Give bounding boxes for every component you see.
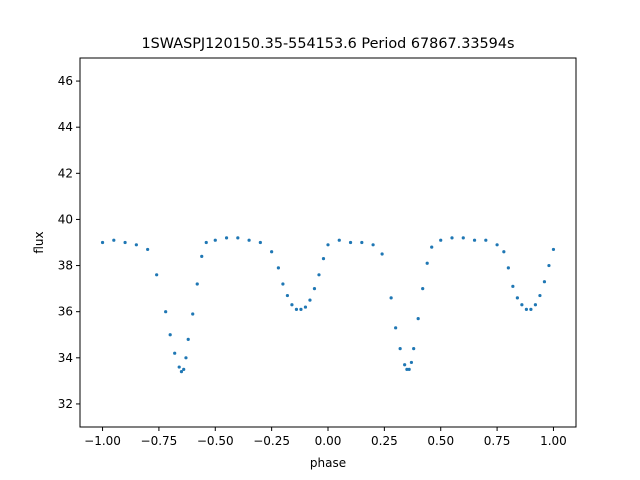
data-point xyxy=(173,351,177,355)
data-point xyxy=(371,243,375,247)
data-point xyxy=(317,273,321,277)
data-points xyxy=(100,236,556,374)
data-point xyxy=(326,243,330,247)
data-point xyxy=(177,365,181,369)
data-point xyxy=(430,245,434,249)
y-tick-label: 34 xyxy=(58,351,73,365)
data-point xyxy=(495,243,499,247)
data-point xyxy=(542,280,547,284)
data-point xyxy=(164,310,168,314)
x-tick-label: 1.00 xyxy=(540,434,567,448)
data-point xyxy=(337,238,341,242)
x-tick-label: −0.25 xyxy=(253,434,290,448)
data-point xyxy=(321,257,326,261)
data-point xyxy=(416,317,420,321)
data-point xyxy=(529,307,533,311)
data-point xyxy=(224,236,229,240)
x-axis: −1.00 −0.75 −0.50 −0.25 0.00 0.25 0.50 0.75 1.00 xyxy=(84,427,567,448)
y-tick-label: 40 xyxy=(58,212,73,226)
data-point xyxy=(285,293,290,298)
data-point xyxy=(389,296,393,300)
data-point xyxy=(394,326,398,330)
y-tick-label: 38 xyxy=(58,259,73,273)
data-point xyxy=(213,238,217,242)
data-point xyxy=(200,254,204,258)
data-point xyxy=(439,238,443,242)
data-point xyxy=(146,247,150,252)
data-point xyxy=(299,307,303,311)
data-point xyxy=(551,247,556,252)
data-point xyxy=(168,333,172,337)
data-point xyxy=(450,236,454,240)
x-axis-label: phase xyxy=(310,456,346,470)
data-point xyxy=(258,240,262,245)
plot-frame xyxy=(79,57,577,428)
data-point xyxy=(134,243,138,247)
y-tick-label: 32 xyxy=(58,397,73,411)
data-point xyxy=(204,240,208,245)
data-point xyxy=(303,305,308,309)
data-point xyxy=(398,346,402,351)
data-point xyxy=(502,250,506,254)
data-point xyxy=(421,287,425,291)
data-point xyxy=(405,367,409,371)
data-point xyxy=(547,263,551,268)
data-point xyxy=(484,238,488,242)
data-point xyxy=(538,293,542,298)
data-point xyxy=(515,296,519,300)
data-point xyxy=(360,240,364,245)
data-point xyxy=(412,346,416,351)
data-point xyxy=(348,240,353,245)
x-tick-label: 0.25 xyxy=(371,434,398,448)
data-point xyxy=(506,266,510,270)
data-point xyxy=(191,312,195,316)
data-point xyxy=(155,273,159,277)
data-point xyxy=(520,303,524,307)
y-tick-label: 42 xyxy=(58,166,73,180)
y-tick-label: 44 xyxy=(58,120,73,134)
data-point xyxy=(123,240,127,245)
data-point xyxy=(294,307,299,311)
y-tick-label: 46 xyxy=(58,74,73,88)
data-point xyxy=(461,236,465,240)
x-tick-label: −1.00 xyxy=(84,434,121,448)
data-point xyxy=(276,266,280,270)
y-axis-label: flux xyxy=(32,231,46,253)
data-point xyxy=(472,238,477,242)
data-point xyxy=(112,238,116,242)
data-point xyxy=(184,356,188,360)
data-point xyxy=(511,284,515,288)
data-point xyxy=(247,238,251,242)
data-point xyxy=(403,363,407,367)
x-tick-label: 0.50 xyxy=(427,434,454,448)
x-tick-label: 0.00 xyxy=(315,434,342,448)
data-point xyxy=(312,287,317,291)
data-point xyxy=(179,370,184,374)
data-point xyxy=(270,250,274,254)
data-point xyxy=(186,337,190,341)
data-point xyxy=(195,282,199,286)
data-point xyxy=(407,367,411,371)
x-tick-label: −0.50 xyxy=(197,434,234,448)
data-point xyxy=(409,360,414,365)
y-tick-label: 36 xyxy=(58,305,73,319)
y-axis: 32 34 36 38 40 42 44 46 xyxy=(58,74,80,411)
data-point xyxy=(182,367,186,371)
data-point xyxy=(524,307,529,311)
chart-title: 1SWASPJ120150.35-554153.6 Period 67867.3… xyxy=(142,36,515,52)
data-point xyxy=(533,303,538,307)
data-point xyxy=(100,240,105,245)
data-point xyxy=(290,303,294,307)
data-point xyxy=(308,298,312,302)
x-tick-label: −0.75 xyxy=(141,434,178,448)
data-point xyxy=(236,236,240,240)
data-point xyxy=(281,282,285,286)
data-point xyxy=(380,252,384,256)
data-point xyxy=(425,261,429,265)
x-tick-label: 0.75 xyxy=(484,434,511,448)
